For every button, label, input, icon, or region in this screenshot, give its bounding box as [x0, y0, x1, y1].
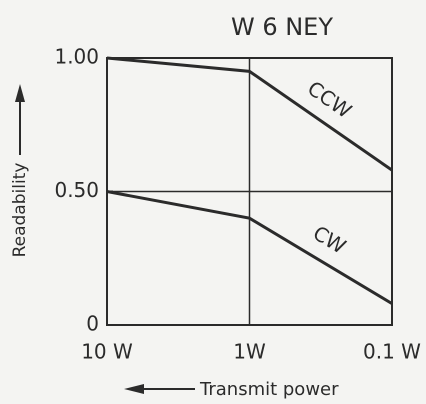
x-tick-label: 10 W [81, 340, 133, 364]
series-line [106, 56, 393, 172]
y-axis-label: Readability [10, 163, 30, 258]
y-tick-label: 1.00 [54, 45, 99, 69]
y-arrow-head [15, 84, 25, 102]
y-tick-label: 0 [86, 312, 99, 336]
x-tick-label: 1W [233, 340, 266, 364]
chart-title: W 6 NEY [231, 13, 333, 41]
y-tick-label: 0.50 [54, 178, 99, 202]
series-label: CCW [303, 76, 356, 123]
series-label: CW [309, 221, 350, 259]
x-tick-label: 0.1 W [363, 340, 421, 364]
series-line [106, 190, 393, 305]
x-arrow-head [124, 384, 144, 394]
x-axis-label: Transmit power [199, 379, 339, 400]
